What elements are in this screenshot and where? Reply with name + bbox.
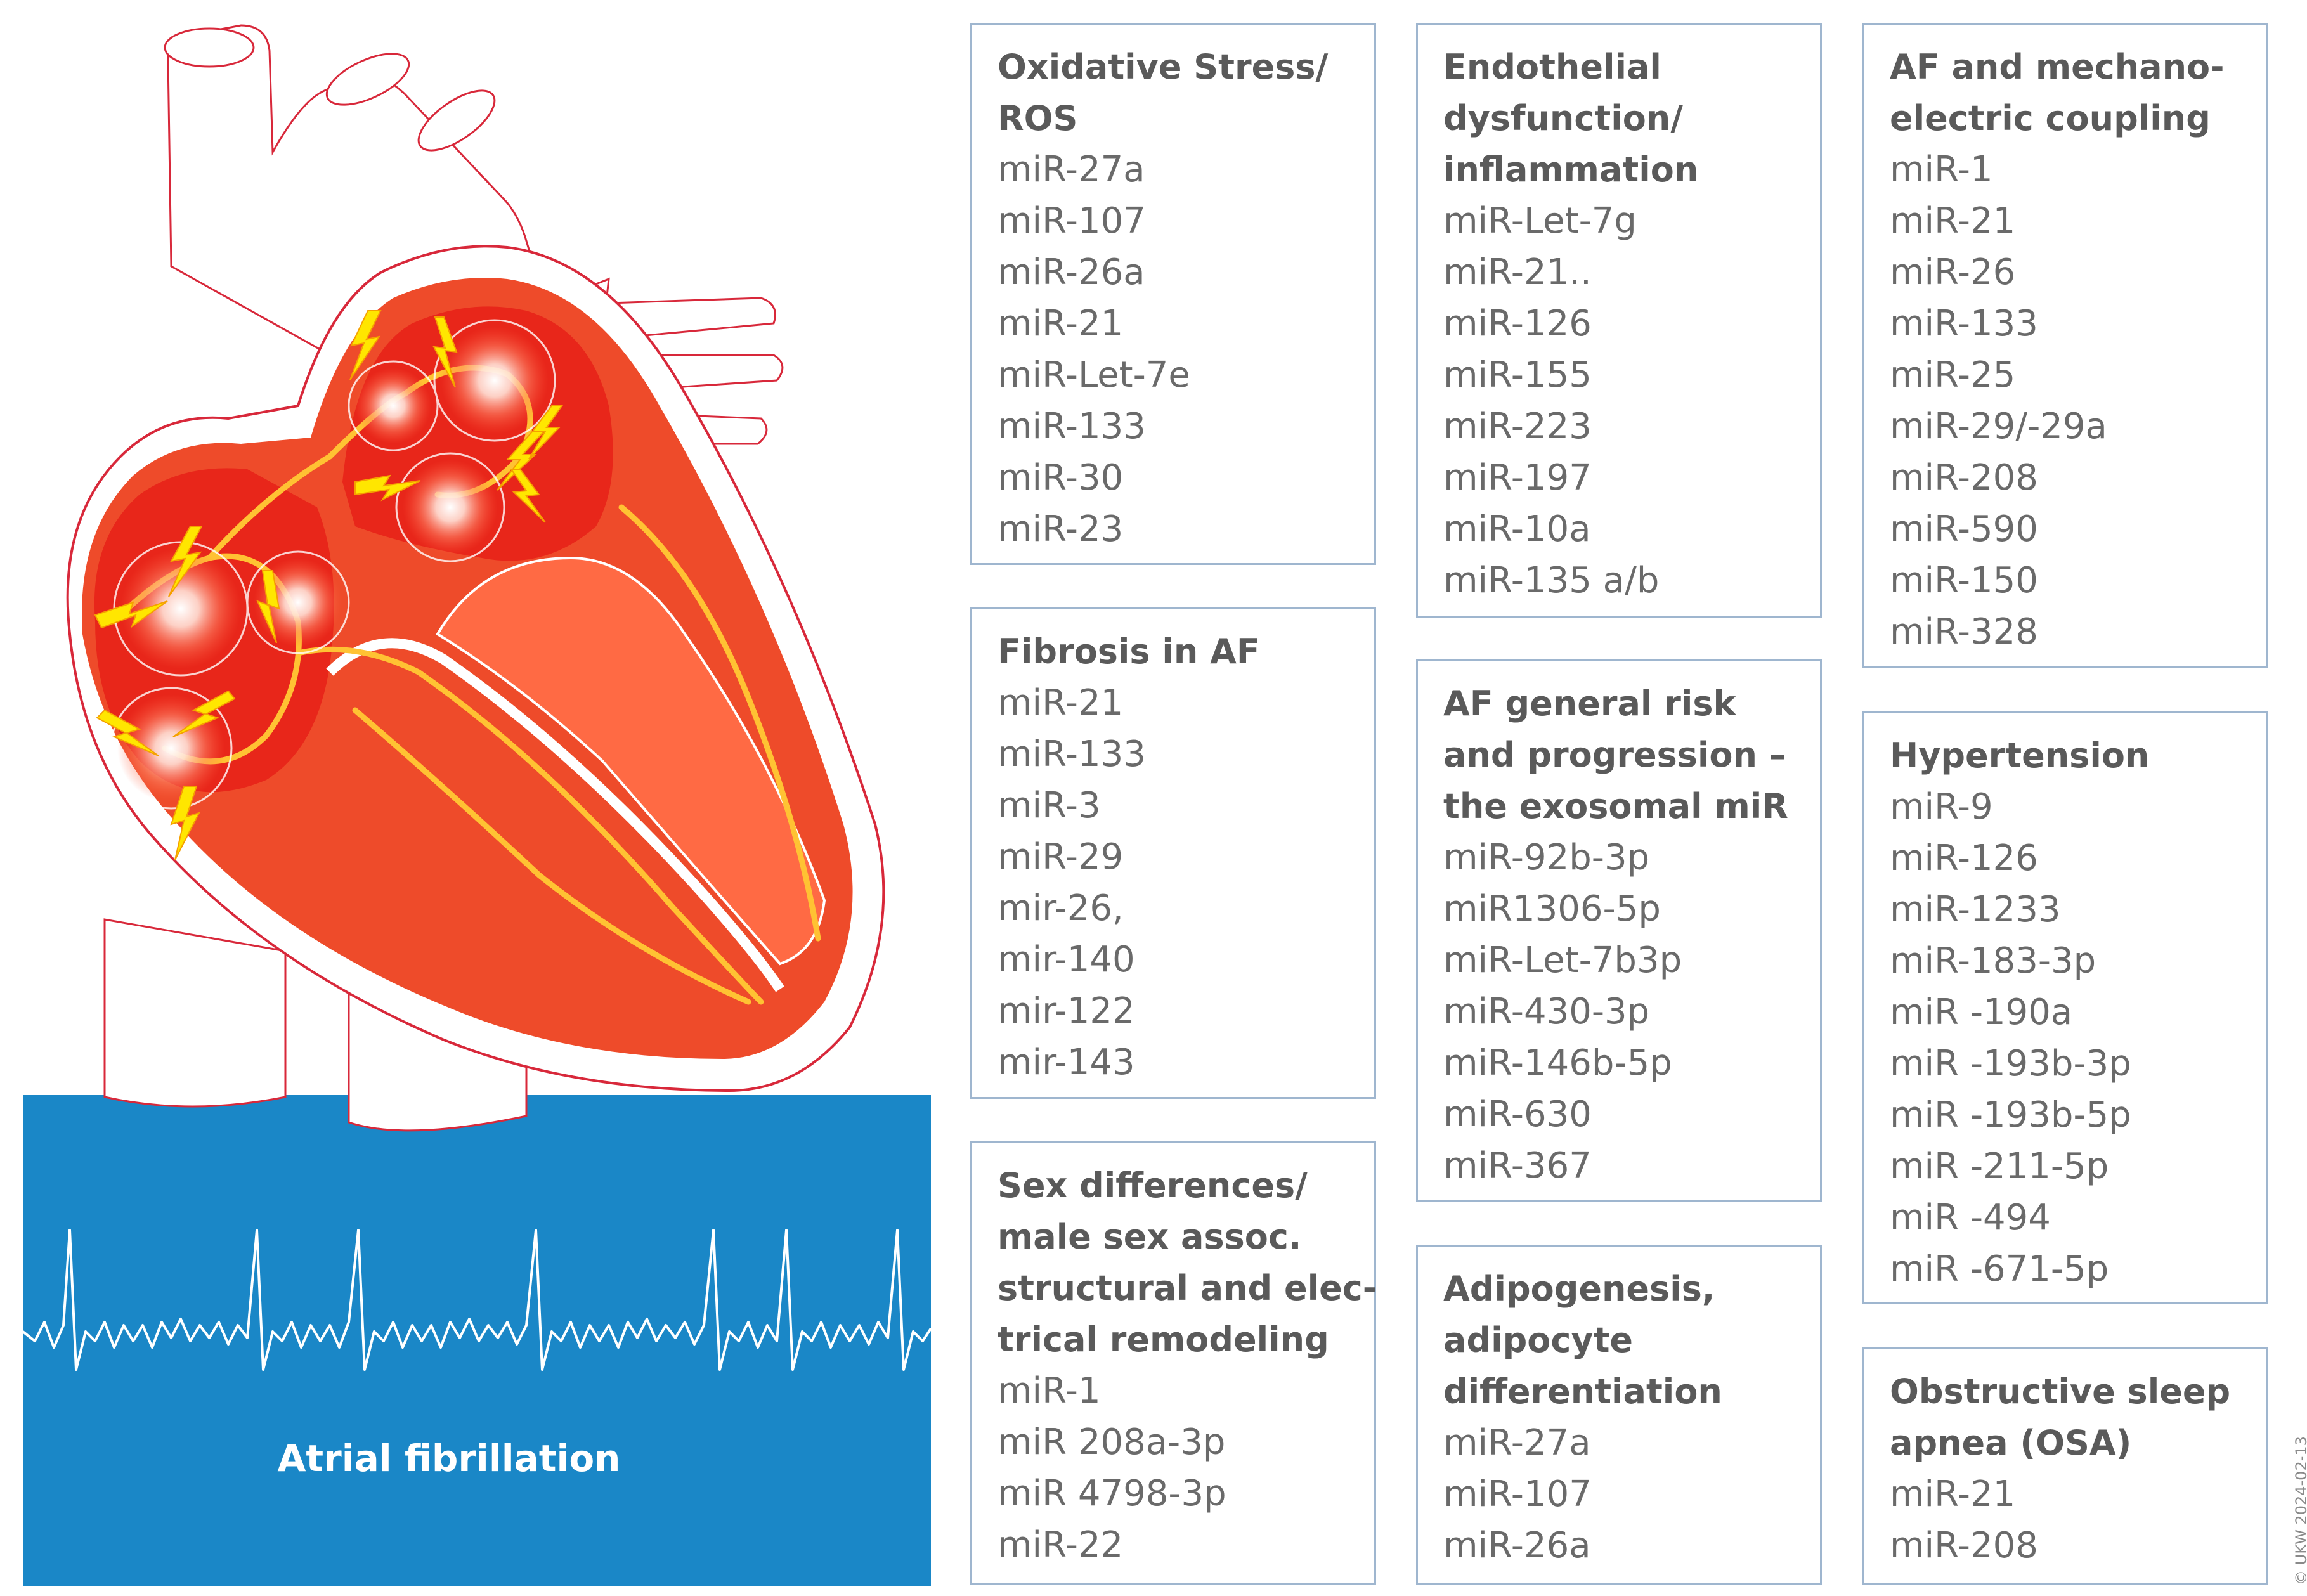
copyright-notice: © UKW 2024-02-13: [2292, 1436, 2307, 1585]
mirna-list: miR-92b-3p miR1306-5p miR-Let-7b3p miR-4…: [1443, 832, 1797, 1191]
mirna-item: miR-107: [1443, 1474, 1592, 1515]
mirna-item: miR-126: [1890, 838, 2038, 879]
box-fibrosis: Fibrosis in AF miR-21 miR-133 miR-3 miR-…: [970, 607, 1376, 1099]
mirna-item: miR-Let-7e: [998, 354, 1190, 396]
mirna-item: miR-590: [1890, 509, 2038, 550]
mirna-item: miR-107: [998, 200, 1146, 242]
mirna-item: miR-21: [998, 682, 1124, 723]
mirna-list: miR-21 miR-133 miR-3 miR-29 mir-26, mir-…: [998, 677, 1351, 1088]
box-mechano-electric-coupling: AF and mechano- electric coupling miR-1 …: [1862, 23, 2268, 668]
mirna-item: miR1306-5p: [1443, 888, 1661, 930]
mirna-item: miR-208: [1890, 457, 2038, 498]
mirna-item: mir-122: [998, 990, 1135, 1032]
mirna-item: miR 208a-3p: [998, 1422, 1226, 1463]
box-title: Obstructive sleep apnea (OSA): [1890, 1372, 2231, 1463]
mirna-item: miR-133: [1890, 303, 2038, 344]
mirna-item: miR-223: [1443, 406, 1592, 447]
mirna-item: mir-26,: [998, 888, 1124, 929]
box-adipogenesis: Adipogenesis, adipocyte differentiation …: [1416, 1245, 1822, 1585]
mirna-item: miR-133: [998, 734, 1146, 775]
mirna-item: miR-26: [1890, 252, 2016, 293]
lightning-sparks: [94, 310, 563, 860]
mirna-item: miR-22: [998, 1524, 1124, 1566]
ecg-panel: [23, 1095, 931, 1586]
mirna-item: miR -190a: [1890, 992, 2073, 1033]
mirna-item: miR-30: [998, 457, 1124, 498]
mirna-item: miR-155: [1443, 354, 1592, 396]
mirna-list: miR-21 miR-208: [1890, 1469, 2244, 1571]
mirna-list: miR-Let-7g miR-21.. miR-126 miR-155 miR-…: [1443, 195, 1797, 606]
mirna-item: miR-92b-3p: [1443, 837, 1650, 878]
mirna-item: mir-140: [998, 939, 1135, 980]
box-oxidative-stress: Oxidative Stress/ ROS miR-27a miR-107 mi…: [970, 23, 1376, 565]
mirna-item: miR-1: [1890, 149, 1993, 190]
illustration-caption: Atrial fibrillation: [278, 1437, 621, 1480]
mirna-item: miR-29: [998, 836, 1124, 878]
mirna-list: miR-27a miR-107 miR-26a: [1443, 1417, 1797, 1571]
left-ventricle-cavity: [436, 556, 826, 966]
ecg-trace: [22, 1229, 932, 1371]
mirna-item: miR-630: [1443, 1094, 1592, 1135]
mirna-list: miR-9 miR-126 miR-1233 miR-183-3p miR -1…: [1890, 781, 2244, 1295]
mirna-item: miR-135 a/b: [1443, 560, 1660, 601]
box-obstructive-sleep-apnea: Obstructive sleep apnea (OSA) miR-21 miR…: [1862, 1347, 2268, 1585]
mirna-item: miR -211-5p: [1890, 1146, 2109, 1187]
mirna-item: miR-197: [1443, 457, 1592, 498]
mirna-item: miR-29/-29a: [1890, 406, 2107, 447]
mirna-list: miR-1 miR-21 miR-26 miR-133 miR-25 miR-2…: [1890, 144, 2244, 658]
heart-illustration: Atrial fibrillation: [22, 24, 932, 1586]
box-af-general-risk: AF general risk and progression – the ex…: [1416, 659, 1822, 1202]
box-title: Fibrosis in AF: [998, 632, 1260, 671]
box-title: Oxidative Stress/ ROS: [998, 47, 1329, 138]
mirna-item: miR-9: [1890, 786, 1993, 827]
box-title: Adipogenesis, adipocyte differentiation: [1443, 1269, 1722, 1411]
mirna-item: miR-27a: [998, 149, 1145, 190]
myocardium: [82, 278, 853, 1059]
mirna-item: miR -671-5p: [1890, 1249, 2109, 1290]
mirna-item: miR -494: [1890, 1197, 2051, 1238]
box-hypertension: Hypertension miR-9 miR-126 miR-1233 miR-…: [1862, 711, 2268, 1304]
box-title: AF general risk and progression – the ex…: [1443, 684, 1788, 826]
mirna-item: miR-208: [1890, 1525, 2038, 1566]
septum-line: [326, 638, 784, 992]
mirna-item: miR-3: [998, 785, 1101, 826]
box-title: Hypertension: [1890, 736, 2150, 775]
mirna-item: miR-183-3p: [1890, 940, 2096, 982]
mirna-item: mir-143: [998, 1042, 1135, 1083]
mirna-item: miR-133: [998, 406, 1146, 447]
ectopic-foci: [110, 319, 556, 810]
mirna-item: miR-Let-7b3p: [1443, 940, 1682, 981]
mirna-item: miR -193b-3p: [1890, 1043, 2131, 1084]
mirna-item: miR -193b-5p: [1890, 1094, 2131, 1136]
mirna-item: miR-1233: [1890, 889, 2061, 930]
mirna-item: miR-150: [1890, 560, 2038, 601]
mirna-item: miR-23: [998, 509, 1124, 550]
mirna-item: miR-367: [1443, 1145, 1592, 1186]
mirna-item: miR-21..: [1443, 252, 1592, 293]
mirna-item: miR-146b-5p: [1443, 1042, 1672, 1084]
mirna-item: miR-328: [1890, 611, 2038, 652]
box-endothelial-dysfunction: Endothelial dysfunction/ inflammation mi…: [1416, 23, 1822, 618]
mirna-item: miR-25: [1890, 354, 2016, 396]
mirna-item: miR-430-3p: [1443, 991, 1650, 1032]
box-title: Endothelial dysfunction/ inflammation: [1443, 47, 1699, 190]
mirna-item: miR-21: [1890, 200, 2016, 242]
mirna-item: miR-21: [1890, 1474, 2016, 1515]
mirna-item: miR-1: [998, 1370, 1101, 1411]
box-title: AF and mechano- electric coupling: [1890, 47, 2225, 138]
mirna-item: miR-10a: [1443, 509, 1591, 550]
mirna-item: miR-Let-7g: [1443, 200, 1637, 242]
mirna-list: miR-1 miR 208a-3p miR 4798-3p miR-22: [998, 1365, 1351, 1571]
mirna-item: miR-26a: [1443, 1525, 1591, 1566]
box-sex-differences: Sex differences/ male sex assoc. structu…: [970, 1141, 1377, 1585]
box-title: Sex differences/ male sex assoc. structu…: [998, 1165, 1377, 1359]
mirna-item: miR-126: [1443, 303, 1592, 344]
mirna-list: miR-27a miR-107 miR-26a miR-21 miR-Let-7…: [998, 144, 1351, 555]
mirna-item: miR 4798-3p: [998, 1473, 1226, 1514]
mirna-item: miR-27a: [1443, 1422, 1591, 1463]
mirna-item: miR-21: [998, 303, 1124, 344]
mirna-item: miR-26a: [998, 252, 1145, 293]
